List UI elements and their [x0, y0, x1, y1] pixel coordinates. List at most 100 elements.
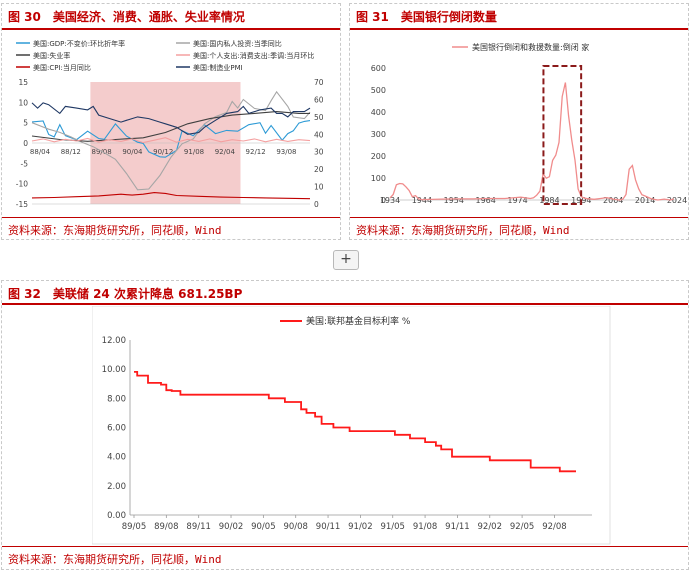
y-tick-right: 10	[314, 183, 324, 192]
y-tick-right: 60	[314, 95, 324, 104]
y-tick-right: 0	[314, 200, 319, 209]
fig32-number: 图 32	[8, 287, 41, 301]
fig32-panel: 图 32 美联储 24 次累计降息 681.25BP 美国:联邦基金目标利率 % 1…	[1, 280, 689, 570]
y-tick-right: 40	[314, 130, 324, 139]
x-tick: 2004	[603, 196, 623, 205]
fig31-panel: 图 31 美国银行倒闭数量 美国银行倒闭和救援数量:倒闭 家 600 500 400 30…	[349, 3, 689, 240]
fig31-source: 资料来源：东海期货研究所，同花顺，Wind	[356, 224, 570, 237]
x-tick: 1934	[380, 196, 400, 205]
fig30-title: 图 30 美国经济、消费、通胀、失业率情况	[8, 8, 245, 25]
series-line	[31, 120, 311, 158]
series-line	[31, 102, 311, 135]
legend-label: 美国:GDP:不变价:环比折年率	[33, 39, 125, 48]
x-tick: 91/08	[184, 148, 204, 156]
x-tick: 88/04	[30, 148, 51, 156]
y-tick-left: -10	[16, 180, 28, 189]
series-line	[31, 90, 311, 191]
y-tick-right: 50	[314, 113, 324, 122]
x-tick: 92/02	[478, 522, 503, 532]
fig31-title-rule	[350, 28, 688, 30]
fig32-source-rule	[2, 546, 688, 547]
add-button[interactable]: +	[333, 250, 359, 270]
series-line	[31, 111, 310, 142]
x-tick: 1954	[444, 196, 464, 205]
highlight-box	[542, 65, 583, 205]
y-tick: 500	[371, 86, 386, 95]
y-tick: 2.00	[107, 482, 126, 492]
x-tick: 90/04	[122, 148, 143, 156]
x-tick: 1974	[507, 196, 527, 205]
x-tick: 92/12	[246, 148, 266, 156]
y-tick: 200	[371, 152, 386, 161]
fig32-title: 图 32 美联储 24 次累计降息 681.25BP	[8, 285, 242, 302]
legend-label: 美国:制造业PMI	[193, 63, 243, 72]
x-tick: 2014	[635, 196, 655, 205]
plot-frame	[92, 306, 611, 545]
fig32-title-rule	[2, 303, 688, 305]
x-tick: 1964	[475, 196, 495, 205]
fig32-chart: 美国:联邦基金目标利率 % 12.00 10.00 8.00 6.00 4.00 2.00 0…	[92, 306, 611, 545]
y-tick-right: 30	[314, 148, 324, 157]
fig31-title-text: 美国银行倒闭数量	[400, 10, 497, 24]
x-tick: 90/11	[316, 522, 341, 532]
legend-label: 美国:国内私人投资:当季同比	[193, 39, 282, 48]
y-tick: 0.00	[107, 511, 126, 521]
fig32-title-text: 美联储 24 次累计降息 681.25BP	[52, 287, 243, 301]
y-tick-left: 15	[18, 78, 28, 87]
fig32-source: 资料来源：东海期货研究所，同花顺，Wind	[8, 553, 222, 566]
fig30-title-rule	[2, 28, 340, 30]
x-tick: 90/12	[153, 148, 173, 156]
series-line	[389, 82, 675, 201]
y-tick-left: 5	[23, 119, 28, 128]
legend-label: 美国:CPI:当月同比	[33, 63, 91, 72]
x-tick: 1984	[539, 196, 559, 205]
y-tick: 10.00	[102, 365, 126, 375]
y-tick: 8.00	[107, 394, 126, 404]
x-tick: 92/08	[542, 522, 567, 532]
x-tick: 91/02	[348, 522, 373, 532]
y-tick: 100	[371, 174, 386, 183]
x-tick: 88/12	[61, 148, 81, 156]
y-tick: 400	[371, 108, 386, 117]
y-tick-right: 20	[314, 165, 324, 174]
x-tick: 91/08	[413, 522, 438, 532]
fig31-source-rule	[350, 217, 688, 218]
x-tick: 93/08	[276, 148, 296, 156]
y-tick: 4.00	[107, 453, 126, 463]
y-tick: 600	[371, 64, 386, 73]
y-tick: 0	[381, 196, 386, 205]
x-tick: 89/08	[154, 522, 179, 532]
fig31-title: 图 31 美国银行倒闭数量	[356, 8, 497, 25]
y-tick-left: -5	[21, 159, 29, 168]
x-tick: 89/11	[186, 522, 211, 532]
x-tick: 2024	[667, 196, 687, 205]
y-tick: 300	[371, 130, 386, 139]
x-tick: 90/05	[251, 522, 275, 532]
x-tick: 90/02	[219, 522, 244, 532]
x-tick: 90/08	[283, 522, 308, 532]
y-tick: 6.00	[107, 424, 126, 434]
x-tick: 91/05	[380, 522, 405, 532]
series-line	[31, 192, 311, 200]
y-tick-right: 70	[314, 78, 324, 87]
fig30-source: 资料来源：东海期货研究所，同花顺，Wind	[8, 224, 222, 237]
legend-label: 美国:个人支出:消费支出:季调:当月环比	[193, 51, 314, 60]
series-line	[31, 137, 311, 144]
fig30-source-rule	[2, 217, 340, 218]
x-tick: 92/04	[215, 148, 236, 156]
x-tick: 92/05	[510, 522, 534, 532]
x-tick: 1944	[412, 196, 432, 205]
legend-label: 美国:联邦基金目标利率 %	[306, 315, 411, 327]
y-tick-left: 10	[18, 98, 28, 107]
y-tick-left: -15	[16, 200, 28, 209]
series-line	[134, 371, 576, 473]
fig31-number: 图 31	[356, 10, 389, 24]
x-tick: 89/08	[92, 148, 112, 156]
y-tick: 12.00	[102, 336, 126, 346]
fig30-number: 图 30	[8, 10, 41, 24]
x-tick: 89/05	[122, 522, 147, 532]
y-tick-left: 0	[23, 139, 28, 148]
fig30-panel: 图 30 美国经济、消费、通胀、失业率情况 美国:GDP:不变价:环比折年率 美国:…	[1, 3, 341, 240]
